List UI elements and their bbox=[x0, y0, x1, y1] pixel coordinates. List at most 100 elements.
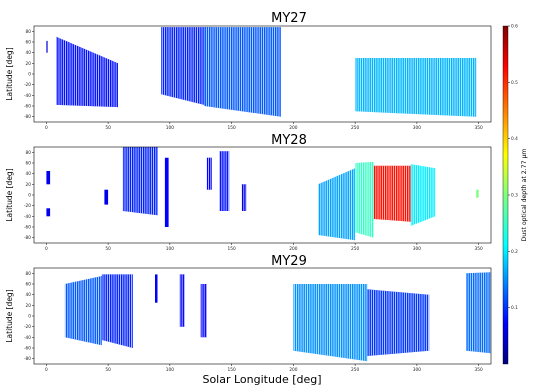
data-marks bbox=[46, 147, 479, 241]
y-tick-label: -60 bbox=[24, 225, 31, 231]
data-swath bbox=[46, 208, 51, 217]
x-tick-label: 150 bbox=[228, 246, 236, 252]
x-tick-label: 50 bbox=[105, 125, 111, 131]
swath-track-gaps bbox=[200, 284, 207, 338]
swath-track-gaps bbox=[206, 157, 212, 190]
y-tick-label: 80 bbox=[26, 150, 32, 156]
colorbar-label: Dust optical depth at 2.77 µm bbox=[521, 149, 528, 242]
panel-my28: MY28 0 50 100 150 200 250 300 350 -80-60-40-200… bbox=[5, 133, 492, 252]
y-tick-label: -80 bbox=[24, 356, 31, 362]
x-tick-label: 350 bbox=[475, 367, 483, 373]
y-tick-label: -80 bbox=[24, 235, 31, 241]
y-tick-label: 80 bbox=[26, 29, 32, 35]
y-tick-label: -80 bbox=[24, 114, 31, 120]
x-tick-label: 0 bbox=[45, 367, 48, 373]
y-ticks: -80 -60 -40 -20 0 20 40 60 80 bbox=[24, 29, 34, 120]
swath-track-gaps bbox=[355, 58, 477, 117]
colorbar-tick-label: 0.4 bbox=[511, 136, 518, 142]
y-tick-label: 60 bbox=[26, 282, 32, 288]
x-tick-label: 300 bbox=[413, 125, 421, 131]
x-ticks: 0 50 100 150 200 250 300 350 bbox=[45, 243, 483, 252]
colorbar-ticks: 0.1 0.2 0.3 0.4 0.5 0.6 bbox=[508, 24, 518, 311]
y-tick-label: -60 bbox=[24, 346, 31, 352]
swath-track-gaps bbox=[373, 165, 411, 222]
data-swath bbox=[164, 157, 169, 227]
swath-track-gaps bbox=[161, 27, 214, 108]
data-swath bbox=[46, 40, 48, 53]
x-tick-label: 50 bbox=[105, 246, 111, 252]
x-tick-label: 100 bbox=[166, 367, 174, 373]
y-tick-label: 20 bbox=[26, 61, 32, 67]
x-tick-label: 250 bbox=[351, 246, 359, 252]
x-tick-label: 250 bbox=[351, 125, 359, 131]
data-swath bbox=[46, 171, 51, 185]
y-ticks: -80 -60 -40 -20 0 20 40 60 80 bbox=[24, 271, 34, 362]
y-tick-label: -40 bbox=[24, 214, 31, 220]
y-axis-label: Latitude [deg] bbox=[5, 168, 14, 221]
swath-track-gaps bbox=[219, 151, 230, 211]
colorbar-tick-label: 0.3 bbox=[511, 193, 518, 199]
data-swath bbox=[476, 189, 479, 198]
data-marks bbox=[46, 27, 477, 117]
x-axis-label: Solar Longitude [deg] bbox=[202, 373, 321, 386]
swath-track-gaps bbox=[179, 274, 185, 327]
x-tick-label: 350 bbox=[475, 246, 483, 252]
y-axis-label: Latitude [deg] bbox=[5, 47, 14, 100]
y-tick-label: 40 bbox=[26, 171, 32, 177]
colorbar-tick-label: 0.2 bbox=[511, 249, 518, 255]
swath-track-gaps bbox=[293, 284, 368, 362]
x-tick-label: 0 bbox=[45, 125, 48, 131]
panel-title: MY27 bbox=[271, 11, 307, 26]
colorbar-gradient bbox=[502, 25, 509, 365]
x-tick-label: 150 bbox=[228, 125, 236, 131]
y-tick-label: 80 bbox=[26, 271, 32, 277]
x-ticks: 0 50 100 150 200 250 300 350 bbox=[45, 122, 483, 131]
swath-track-gaps bbox=[204, 27, 281, 117]
y-axis-label: Latitude [deg] bbox=[5, 289, 14, 342]
swath-track-gaps bbox=[355, 161, 374, 238]
x-tick-label: 350 bbox=[475, 125, 483, 131]
y-tick-label: -40 bbox=[24, 93, 31, 99]
x-tick-label: 300 bbox=[413, 367, 421, 373]
x-tick-label: 50 bbox=[105, 367, 111, 373]
y-tick-label: 60 bbox=[26, 161, 32, 167]
y-tick-label: 40 bbox=[26, 292, 32, 298]
data-swath bbox=[155, 274, 158, 303]
x-ticks: 0 50 100 150 200 250 300 350 bbox=[45, 364, 483, 373]
y-tick-label: 60 bbox=[26, 40, 32, 46]
y-tick-label: -60 bbox=[24, 104, 31, 110]
x-tick-label: 100 bbox=[166, 125, 174, 131]
swath-track-gaps bbox=[241, 184, 247, 211]
x-tick-label: 300 bbox=[413, 246, 421, 252]
y-tick-label: -40 bbox=[24, 335, 31, 341]
swath-track-gaps bbox=[410, 164, 436, 226]
colorbar-tick-label: 0.5 bbox=[511, 80, 518, 86]
y-tick-label: -20 bbox=[24, 203, 31, 209]
x-tick-label: 200 bbox=[289, 125, 297, 131]
swath-track-gaps bbox=[122, 147, 158, 216]
y-ticks: -80 -60 -40 -20 0 20 40 60 80 bbox=[24, 150, 34, 241]
x-tick-label: 250 bbox=[351, 367, 359, 373]
swath-track-gaps bbox=[64, 276, 102, 346]
colorbar-tick-label: 0.6 bbox=[511, 24, 518, 30]
x-tick-label: 200 bbox=[289, 367, 297, 373]
y-tick-label: 40 bbox=[26, 50, 32, 56]
colorbar: 0.1 0.2 0.3 0.4 0.5 0.6 Dust optical depth at… bbox=[502, 24, 528, 365]
y-tick-label: 20 bbox=[26, 182, 32, 188]
y-tick-label: 0 bbox=[28, 314, 31, 320]
y-tick-label: -20 bbox=[24, 324, 31, 330]
swath-track-gaps bbox=[318, 168, 356, 241]
x-tick-label: 0 bbox=[45, 246, 48, 252]
data-swath bbox=[104, 189, 109, 205]
swath-track-gaps bbox=[466, 272, 491, 354]
panel-my29: MY29 0 50 100 150 200 250 300 350 -80 -60 -40 -20 0… bbox=[5, 254, 492, 373]
data-marks bbox=[64, 272, 491, 362]
x-tick-label: 150 bbox=[228, 367, 236, 373]
y-tick-label: -20 bbox=[24, 82, 31, 88]
colorbar-tick-label: 0.1 bbox=[511, 305, 518, 311]
panel-title: MY29 bbox=[271, 254, 307, 269]
swath-track-gaps bbox=[367, 289, 430, 356]
panel-my27: MY27 0 50 100 150 200 250 300 350 -80 -60 -40 -20 0… bbox=[5, 11, 492, 131]
x-tick-label: 100 bbox=[166, 246, 174, 252]
